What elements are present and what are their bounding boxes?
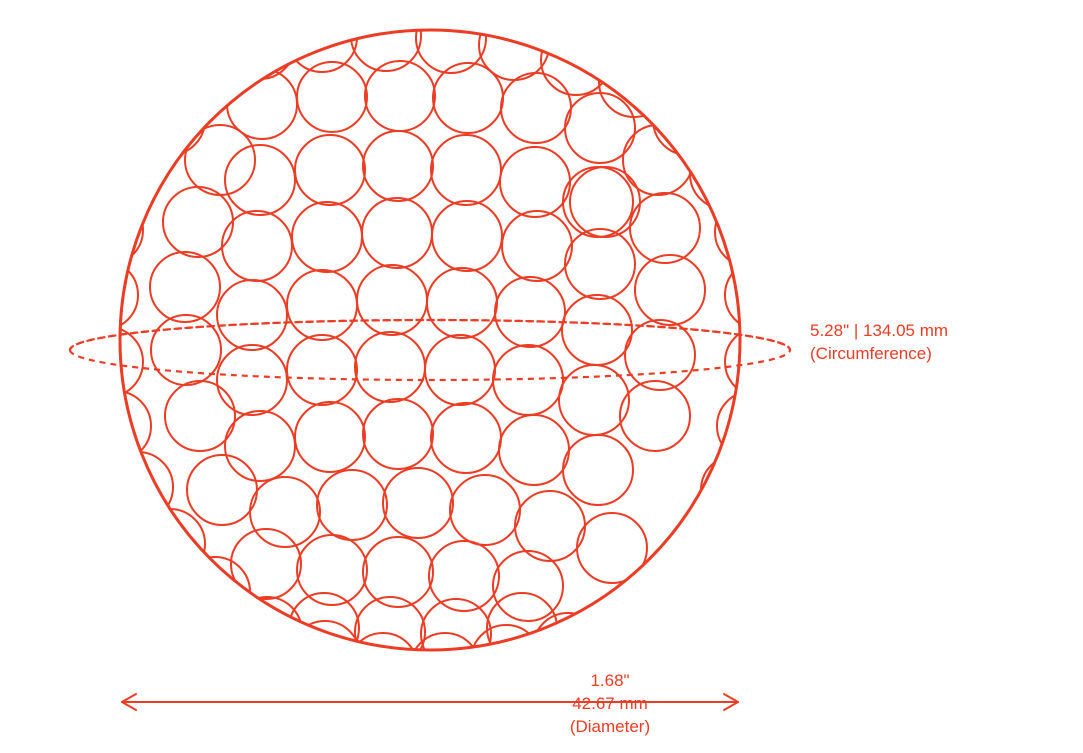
circumference-ellipse-top [70, 320, 790, 350]
dimple [292, 202, 362, 272]
dimple-group [68, 1, 795, 703]
dimple [250, 477, 320, 547]
dimple [565, 229, 635, 299]
dimple [287, 270, 357, 340]
dimple [348, 633, 418, 703]
dimple [620, 381, 690, 451]
dimple [499, 415, 569, 485]
dimple [416, 3, 486, 73]
dimple [493, 345, 563, 415]
dimple [287, 2, 357, 72]
dimple [365, 61, 435, 131]
dimple [363, 399, 433, 469]
diameter-caption: (Diameter) [530, 716, 690, 739]
dimple [563, 167, 633, 237]
dimple [427, 268, 497, 338]
dimple [383, 468, 453, 538]
dimple [425, 335, 495, 405]
dimple [541, 25, 611, 95]
dimple [362, 198, 432, 268]
dimple [563, 435, 633, 505]
dimple [187, 455, 257, 525]
dimple [599, 595, 669, 665]
dimple [355, 332, 425, 402]
dimple [495, 277, 565, 347]
dimple [432, 201, 502, 271]
dimple [502, 211, 572, 281]
dimple [701, 455, 771, 525]
dimple [150, 252, 220, 322]
diameter-value-in: 1.68" [530, 670, 690, 693]
dimple [135, 509, 205, 579]
dimple [625, 320, 695, 390]
dimple [351, 1, 421, 71]
dimple [653, 85, 723, 155]
dimple [690, 139, 760, 209]
circumference-caption: (Circumference) [810, 343, 948, 366]
dimple [570, 167, 640, 237]
diameter-label: 1.68" 42.67 mm (Diameter) [530, 670, 690, 739]
dimple [222, 211, 292, 281]
dimple [135, 85, 205, 155]
dimple [161, 39, 231, 109]
dimple [450, 475, 520, 545]
dimple [410, 633, 480, 703]
dimple [433, 63, 503, 133]
dimple [355, 597, 425, 667]
dimple [297, 62, 367, 132]
dimple [501, 73, 571, 143]
dimple [73, 327, 143, 397]
dimple [635, 255, 705, 325]
circumference-value: 5.28" | 134.05 mm [810, 320, 948, 343]
diameter-value-mm: 42.67 mm [530, 693, 690, 716]
dimple [225, 411, 295, 481]
dimple [641, 555, 711, 625]
dimple [317, 470, 387, 540]
circumference-label: 5.28" | 134.05 mm (Circumference) [810, 320, 948, 366]
dimple [357, 265, 427, 335]
dimple [95, 135, 165, 205]
dimple [225, 145, 295, 215]
dimple [431, 403, 501, 473]
dimple [715, 197, 785, 267]
golf-ball-diagram [0, 0, 1083, 753]
dimple [217, 345, 287, 415]
circumference-ellipse-front [70, 350, 790, 380]
dimple [231, 529, 301, 599]
dimple [363, 131, 433, 201]
dimple [431, 135, 501, 205]
dimple [287, 335, 357, 405]
dimple [217, 280, 287, 350]
dimple [295, 135, 365, 205]
dimple [295, 402, 365, 472]
dimple [225, 9, 295, 79]
dimple [103, 452, 173, 522]
dimple [363, 537, 433, 607]
dimple [180, 557, 250, 627]
dimple [500, 147, 570, 217]
dimple [232, 597, 302, 667]
dimple [562, 295, 632, 365]
